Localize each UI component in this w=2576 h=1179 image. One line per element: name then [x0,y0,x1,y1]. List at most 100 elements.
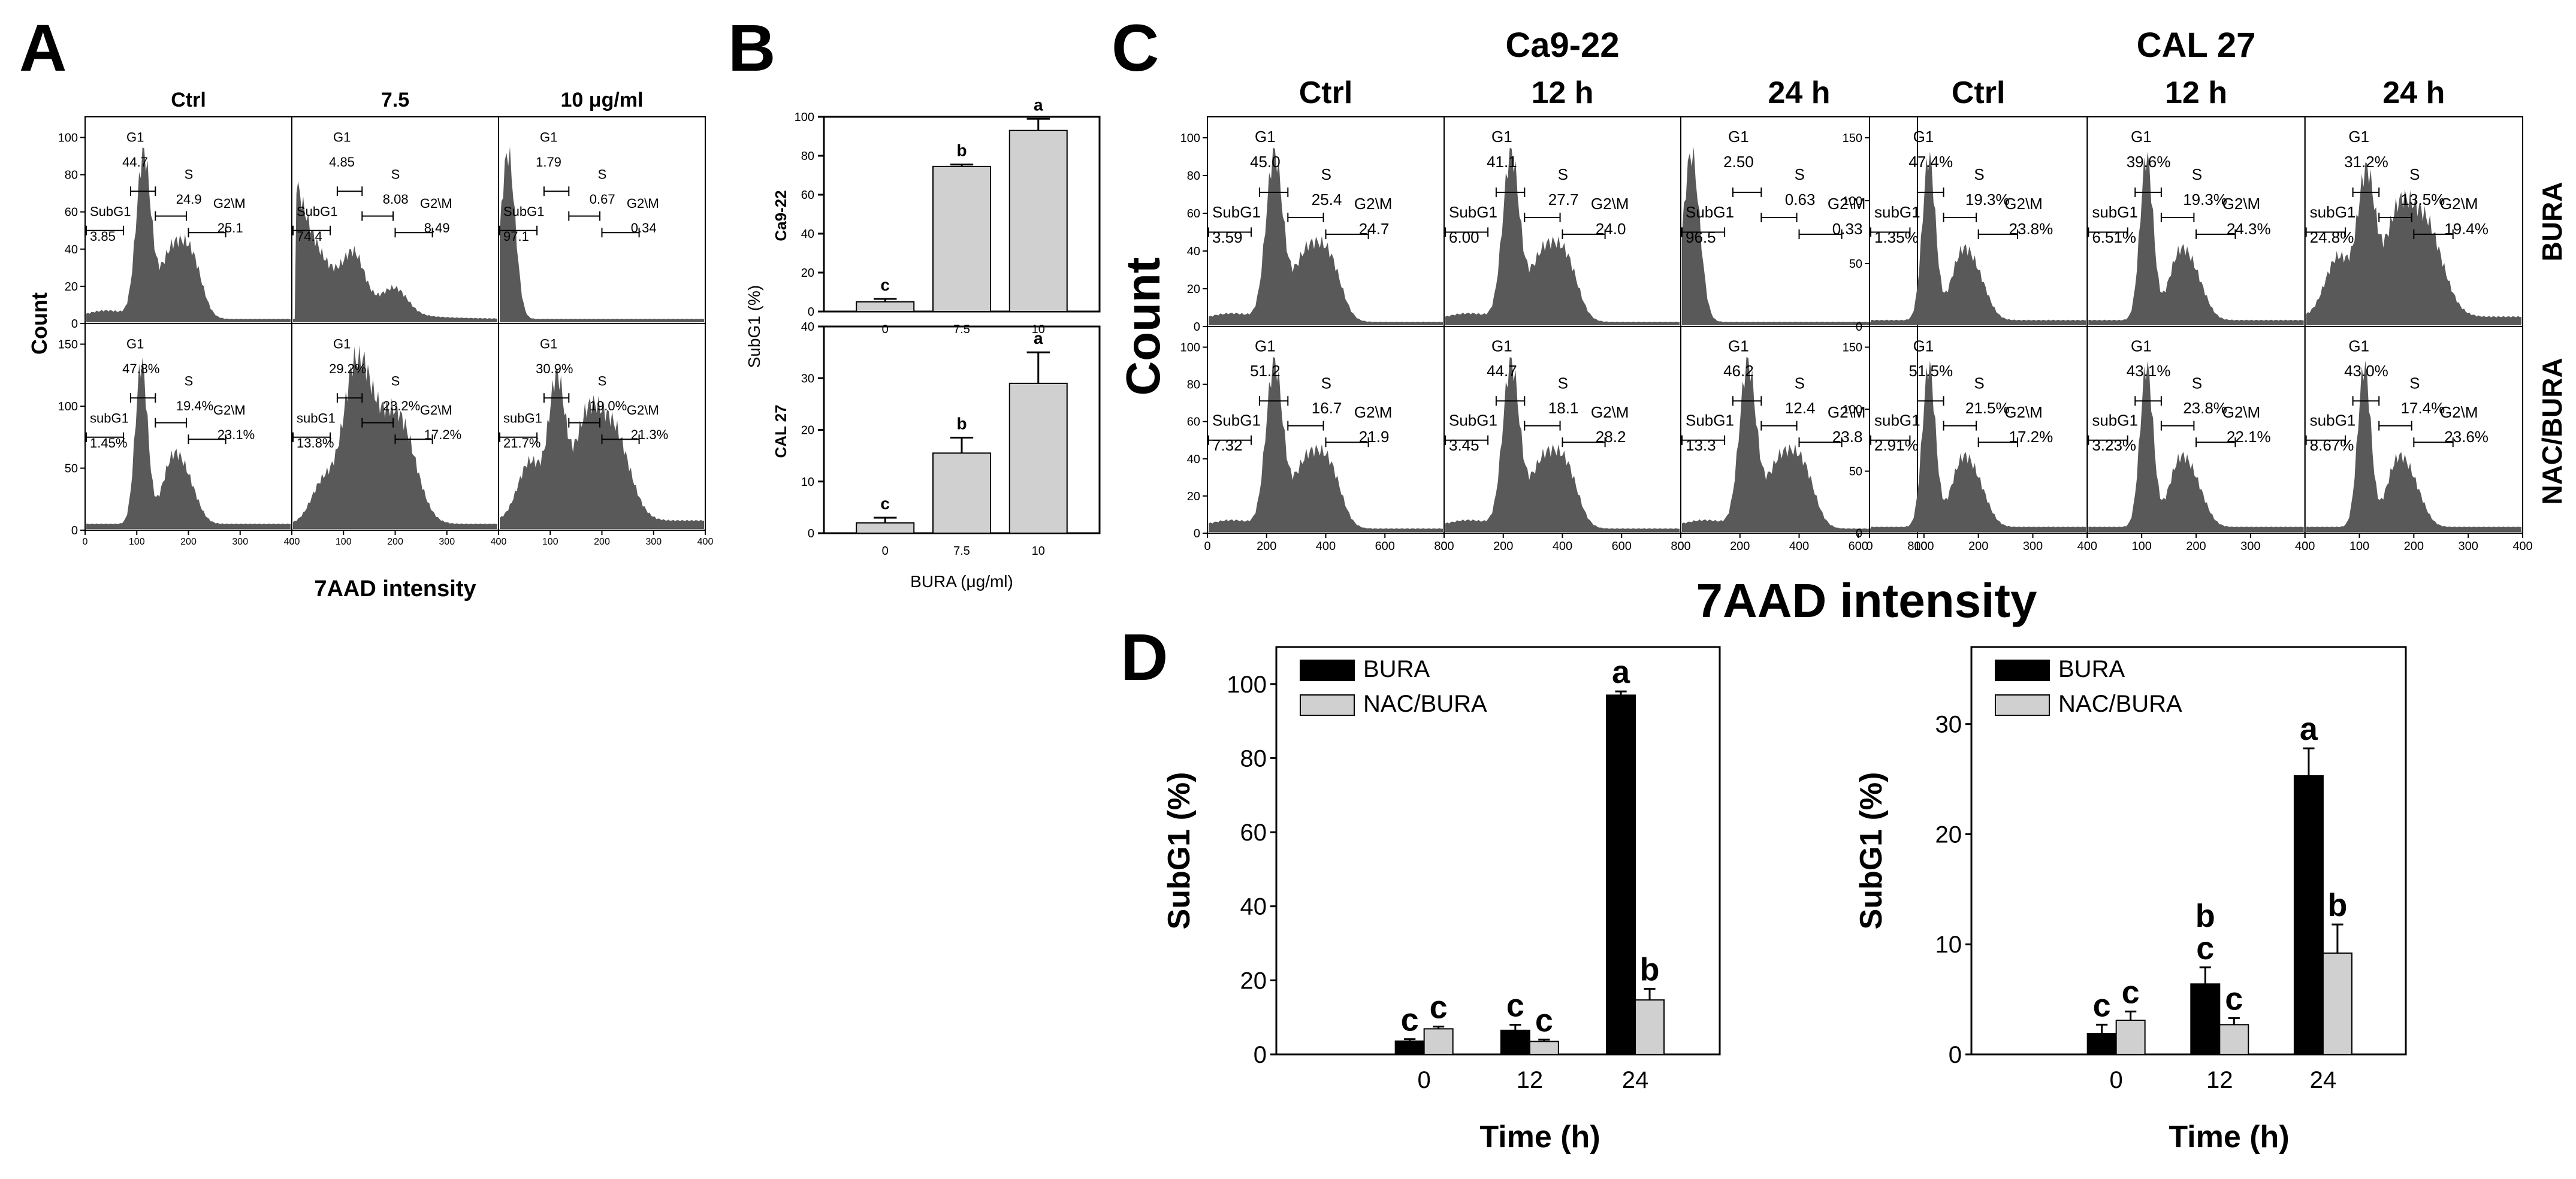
panel-a-bottom-0-subg1-value: 1.45% [90,436,127,451]
B-top-ytick-label: 100 [795,111,814,124]
panel-c-cal27-top-2-g2m-value: 19.4% [2444,220,2489,238]
panel-c-ca922-top-1-s-gate [1524,213,1561,222]
B-top-ytick-label: 60 [801,189,814,202]
panel-c-ca922-top-ytick-label: 100 [1180,132,1200,145]
panel-c-ca922-x-xtick-label: 800 [1907,540,1927,553]
D-left-error-bar [1433,1026,1445,1029]
panel-a-bottom-2-g2m-label: G2\M [627,403,659,418]
panel-c-cal27-top-2-histogram [2306,162,2521,325]
D-left-error-bar [1644,988,1656,1000]
panel-a-x-xtick-label: 300 [232,537,248,547]
panel-c-cal27-bottom-1-g1-label: G1 [2131,337,2152,355]
panel-a-x-xtick-label: 100 [336,537,352,547]
panel-c-cal27-top-1-subg1-label: subG1 [2092,203,2138,221]
panel-c-cal27-bottom-0-s-value: 21.5% [1965,399,2010,417]
panel-c-ca922-top-2-s-value: 0.63 [1785,191,1816,208]
D-left-error-bar [1615,690,1627,696]
panel-c-column-header: 24 h [2382,75,2445,110]
panel-a-top-0-s-gate [155,211,188,221]
panel-c-ca922-bottom-0-g2m-label: G2\M [1354,403,1393,421]
B-bottom-bar [856,522,915,534]
panel-c-ca922-bottom-0-g1-label: G1 [1255,337,1276,355]
panel-c-cal27-top-0-subg1-gate [1870,227,1911,237]
panel-c-ca922-bottom-2-histogram [1682,356,1916,532]
panel-d-right-xlabel: Time (h) [2169,1120,2289,1154]
panel-a-bottom-0-subg1-label: subG1 [90,411,129,426]
panel-c-cal27-bottom-2-s-value: 17.4% [2401,399,2445,417]
panel-a-bottom-1-s-label: S [391,374,400,389]
panel-c-cal27-bottom-2-g2m-gate [2413,437,2454,448]
panel-a-top-1-g2m-value: 8.49 [424,220,450,235]
panel-c-ca922-bottom-ytick-label: 80 [1187,379,1200,392]
panel-c-ca922-bottom-1-s-label: S [1558,374,1568,392]
panel-c-ca922-top-0-s-value: 25.4 [1312,191,1342,208]
B-bottom-category-label: 10 [1032,545,1045,558]
panel-c-cal27-x-xtick-label: 100 [2349,540,2369,553]
panel-c-cal27-top-0-g2m-value: 23.8% [2009,220,2053,238]
panel-a-top-2-subg1-label: SubG1 [503,204,545,219]
panel-c-ca922-bottom-0-g1-gate [1258,396,1289,406]
panel-a-bottom-1-g1-gate [336,393,363,403]
panel-c-cal27-bottom-2-histogram [2306,361,2521,532]
panel-c-ca922-x-xtick-label: 200 [1730,540,1750,553]
panel-a-bottom-ytick-label: 100 [58,400,78,413]
panel-a-x-xtick-label: 200 [594,537,610,547]
panel-c-ca922-bottom-1-g1-value: 44.7 [1487,362,1517,380]
panel-c-cal27-x-xtick-label: 200 [2404,540,2424,553]
panel-label-d: D [1121,621,1168,694]
panel-a-top-2-g1-label: G1 [540,129,557,144]
D-right-error-bar [2199,966,2211,984]
panel-c-ca922-bottom-2-s-label: S [1795,374,1805,392]
D-left-legend-swatch [1300,694,1355,716]
B-top-ytick-label: 20 [801,267,814,280]
panel-c-ca922-top-0-g1-gate [1258,188,1289,197]
panel-c-ca922-bottom-0-s-value: 16.7 [1312,399,1342,417]
panel-a-bottom-2-subg1-label: subG1 [503,411,542,426]
panel-c-cal27-top-1-g1-label: G1 [2131,128,2152,146]
panel-c-ca922-top-2-g1-gate [1732,188,1762,197]
panel-a-top-ytick-label: 60 [65,206,78,219]
panel-c-ca922-bottom-2-g1-gate [1732,396,1762,406]
panel-c-cal27-bottom-0-subg1-value: 2.91% [1874,436,1919,454]
panel-c-ca922-bottom-1-s-value: 18.1 [1548,399,1579,417]
panel-c-cal27-top-0-g1-gate [1916,188,1944,197]
panel-c-cal27-top-1-g2m-gate [2196,229,2236,239]
panel-c-ca922-top-2-frame [1680,116,1918,327]
panel-b-xlabel: BURA (μg/ml) [910,572,1013,591]
B-top-ytick-label: 40 [801,228,814,241]
panel-c-cal27-top-0-s-label: S [1974,165,1984,183]
panel-c-ca922-x-xtick-label: 200 [1493,540,1513,553]
panel-d-right-ylabel: SubG1 (%) [1854,772,1889,930]
D-left-category-label: 0 [1418,1067,1431,1093]
panel-a-bottom-2-g1-gate [543,393,570,403]
panel-c-cal27-top-ytick-label: 0 [1856,321,1862,334]
panel-c-cal27-top-2-subg1-value: 24.8% [2310,228,2354,246]
panel-c-cal27-top-2-g1-label: G1 [2348,128,2369,146]
B-top-bar [856,301,915,312]
panel-c-ca922-top-0-g2m-gate [1325,229,1369,239]
panel-c-cal27-x-xtick-label: 0 [2084,540,2091,553]
D-left-ytick-label: 80 [1240,745,1267,772]
B-bottom-sig-letter: c [880,494,890,513]
panel-c-ca922-top-1-g2m-value: 24.0 [1596,220,1626,238]
panel-a-bottom-1-subg1-gate [292,432,331,442]
D-left-sig-letter: c [1401,1002,1419,1038]
panel-a-top-2-subg1-value: 97.1 [503,229,529,244]
B-bottom-error-bar [1026,351,1050,383]
panel-c-cal27-x-xtick-label: 300 [2240,540,2260,553]
panel-a-top-1-subg1-value: 74.4 [297,229,322,244]
panel-c-ca922-bottom-ytick-label: 0 [1194,527,1200,540]
panel-c-cal27-bottom-1-subg1-value: 3.23% [2092,436,2136,454]
panel-c-ca922-top-2-g1-value: 2.50 [1723,153,1754,171]
D-left-category-label: 12 [1517,1067,1544,1093]
panel-c-cal27-bottom-1-g2m-gate [2196,437,2236,448]
D-left-bar [1423,1028,1454,1056]
panel-a-top-1-subg1-label: SubG1 [297,204,338,219]
panel-a-top-0-s-value: 24.9 [176,192,202,207]
panel-c-ca922-bottom-ytick-label: 60 [1187,416,1200,429]
panel-c-cal27-bottom-1-g1-value: 43.1% [2127,362,2171,380]
panel-c-cal27-top-1-s-label: S [2192,165,2202,183]
panel-c-cal27-bottom-0-subg1-label: subG1 [1874,412,1920,430]
panel-c-ca922-x-xtick-label: 0 [1204,540,1210,553]
